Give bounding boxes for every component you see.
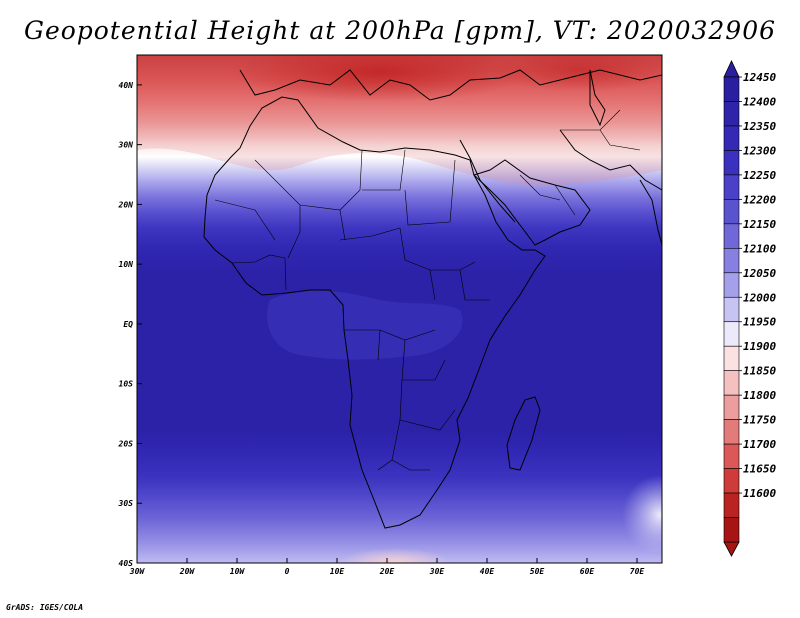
colorbar-label: 11600	[743, 487, 776, 500]
colorbar-swatch	[723, 272, 740, 298]
india-coastline	[639, 179, 662, 246]
colorbar-label: 12200	[743, 193, 776, 206]
red-maximum-east	[490, 55, 662, 92]
lon-tick-label: 30E	[429, 567, 445, 576]
border-lines-south	[344, 329, 456, 471]
africa-coastline	[203, 96, 546, 529]
lat-tick-label: 20S	[118, 439, 134, 448]
colorbar-swatch	[723, 394, 740, 420]
lon-tick-label: 10W	[230, 567, 246, 576]
colorbar: 12450 12400 12350 12300 12250 12200 12150 12100…	[723, 60, 776, 557]
colorbar-label: 11800	[743, 389, 776, 402]
colorbar-swatch	[723, 517, 740, 543]
colorbar-swatch	[723, 125, 740, 151]
lon-tick-label: 70E	[630, 567, 645, 576]
border-lines-west	[214, 199, 301, 291]
coastlines	[203, 69, 662, 529]
colorbar-bottom-arrow	[723, 541, 740, 557]
lon-tick-label: 20W	[179, 567, 196, 576]
colorbar-label: 12150	[743, 218, 776, 231]
country-borders	[214, 109, 641, 471]
lon-tick-label: 60E	[580, 567, 595, 576]
red-maximum	[230, 55, 530, 102]
colorbar-label: 12350	[743, 120, 776, 133]
pink-south	[340, 548, 450, 563]
colorbar-swatch	[723, 370, 740, 396]
colorbar-label: 12000	[743, 291, 776, 304]
lon-tick-label: 40E	[480, 567, 495, 576]
lat-tick-label: 10N	[119, 260, 134, 269]
colorbar-top-arrow	[723, 60, 740, 78]
colorbar-swatch	[723, 419, 740, 445]
lon-tick-label: 30W	[129, 567, 146, 576]
caspian-coastline	[589, 69, 606, 127]
lon-tick-label: 10E	[330, 567, 345, 576]
madagascar-coastline	[506, 396, 541, 471]
lon-tick-label: 0	[285, 567, 290, 576]
colorbar-swatch	[723, 492, 740, 518]
colorbar-swatch	[723, 296, 740, 323]
colorbar-swatch	[723, 223, 740, 249]
colorbar-swatch	[723, 443, 740, 469]
lat-tick-label: EQ	[123, 320, 133, 329]
light-southeast	[622, 475, 662, 555]
lon-tick-label: 50E	[530, 567, 545, 576]
colorbar-swatch	[723, 321, 740, 347]
equatorial-pocket	[267, 290, 463, 360]
colorbar-label: 12400	[743, 95, 776, 108]
border-lines-east	[519, 109, 641, 216]
colorbar-label: 11650	[743, 463, 776, 476]
europe-coastline	[239, 69, 662, 101]
border-lines-north	[254, 149, 490, 301]
colorbar-swatch	[723, 101, 740, 127]
colorbar-label: 11700	[743, 438, 776, 451]
colorbar-swatch	[723, 468, 740, 494]
lat-tick-label: 30N	[118, 141, 134, 150]
persian-gulf-coastline	[559, 129, 662, 191]
lat-tick-label: 30S	[118, 499, 134, 508]
lat-tick-label: 10S	[119, 380, 134, 389]
lat-tick-label: 40N	[119, 81, 134, 90]
colorbar-label: 12100	[743, 242, 776, 255]
colorbar-label: 11900	[743, 340, 776, 353]
lat-tick-label: 20N	[118, 200, 134, 209]
colorbar-label: 11750	[743, 414, 776, 427]
plot-frame	[136, 54, 663, 564]
colorbar-swatch	[723, 345, 740, 371]
longitude-axis: 30W 20W 10W 0 10E 20E 30E 40E 50E 60E 70E	[129, 558, 645, 576]
map-title: Geopotential Height at 200hPa [gpm], VT:…	[23, 16, 777, 45]
colorbar-label: 12450	[743, 71, 776, 84]
latitude-axis: 40N 30N 20N 10N EQ 10S 20S 30S 40S	[118, 81, 142, 568]
colorbar-label: 11950	[743, 316, 776, 329]
lon-tick-label: 20E	[379, 567, 395, 576]
colorbar-label: 12300	[743, 144, 776, 157]
lat-tick-label: 40S	[119, 559, 134, 568]
colorbar-label: 12050	[743, 267, 776, 280]
grads-credit: GrADS: IGES/COLA	[6, 603, 84, 612]
red-sea-coastline	[459, 139, 516, 223]
colorbar-swatch	[723, 76, 740, 102]
colorbar-label: 11850	[743, 365, 776, 378]
colorbar-swatch	[723, 199, 740, 225]
colorbar-swatch	[723, 174, 740, 200]
colorbar-swatch	[723, 248, 740, 274]
contour-field	[137, 55, 662, 563]
colorbar-swatch	[723, 150, 740, 176]
colorbar-label: 12250	[743, 169, 776, 182]
arabia-coastline	[473, 159, 591, 246]
